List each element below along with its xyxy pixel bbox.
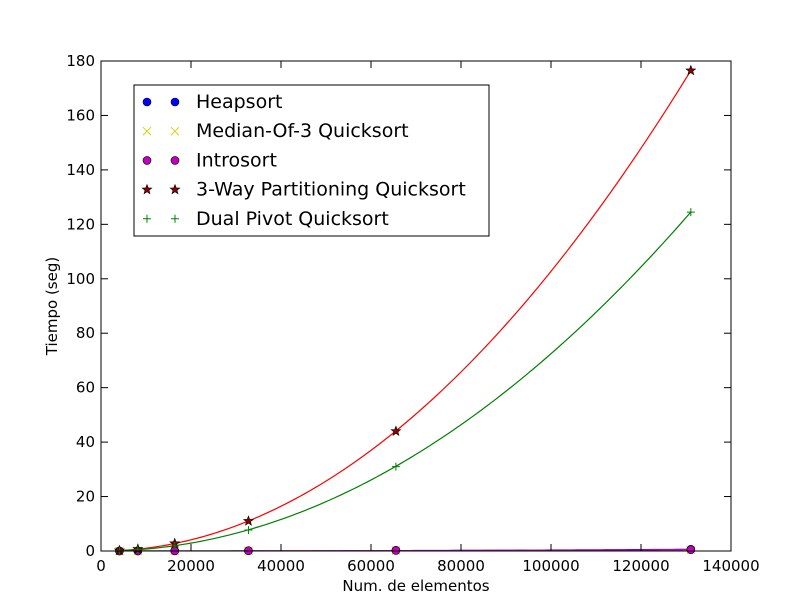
legend-marker	[170, 156, 180, 165]
data-point	[133, 545, 142, 554]
series-curve	[119, 70, 692, 551]
legend-marker	[142, 97, 152, 107]
legend-entry-label: Introsort	[196, 149, 277, 171]
data-point	[242, 515, 255, 526]
data-point	[686, 208, 695, 217]
y-tick-label: 80	[76, 324, 95, 342]
x-tick-label: 140000	[702, 557, 759, 575]
data-point	[170, 541, 179, 550]
y-tick-label: 40	[76, 433, 95, 451]
x-axis: 0 20000 40000 60000 80000 100000 120000 140000	[96, 61, 760, 575]
data-point	[390, 425, 402, 436]
legend-box	[133, 84, 490, 237]
y-tick-label: 140	[66, 161, 95, 179]
legend-marker	[142, 156, 152, 165]
legend-entry-label: Dual Pivot Quicksort	[196, 208, 389, 230]
legend-marker	[142, 126, 152, 136]
legend-marker	[143, 214, 151, 223]
y-axis-label: Tiempo (seg)	[43, 257, 61, 356]
x-tick-label: 40000	[257, 557, 305, 575]
x-tick-label: 80000	[437, 557, 485, 575]
y-tick-label: 180	[66, 52, 95, 70]
legend-marker	[171, 214, 179, 223]
data-point	[686, 545, 696, 554]
y-tick-label: 100	[66, 270, 95, 288]
plot-frame	[100, 60, 732, 552]
x-tick-label: 20000	[167, 557, 215, 575]
legend-marker	[170, 97, 180, 107]
y-tick-label: 120	[66, 215, 95, 233]
series-curve	[119, 211, 692, 551]
x-tick-label: 60000	[347, 557, 395, 575]
x-tick-label: 100000	[522, 557, 579, 575]
data-point	[244, 526, 253, 535]
legend-marker	[169, 183, 181, 195]
data-point	[391, 462, 400, 471]
legend-entry-label: Heapsort	[196, 91, 282, 113]
y-tick-label: 20	[76, 488, 95, 506]
x-tick-label: 120000	[612, 557, 669, 575]
data-point	[685, 64, 697, 76]
legend-marker	[170, 126, 180, 136]
legend-entry-label: 3-Way Partitioning Quicksort	[196, 179, 466, 201]
y-axis: 0 20 40 60 80 100 120 140 160 180	[66, 52, 731, 560]
legend: Heapsort Median-Of-3 Quicksort Introsort 3-…	[133, 84, 490, 237]
y-tick-label: 60	[76, 379, 95, 397]
data-point	[391, 546, 401, 555]
legend-entry-label: Median-Of-3 Quicksort	[196, 120, 409, 142]
y-tick-label: 160	[66, 106, 95, 124]
legend-marker	[141, 183, 153, 195]
x-tick-label: 0	[96, 557, 106, 575]
y-tick-label: 0	[85, 542, 95, 560]
x-axis-label: Num. de elementos	[342, 577, 489, 595]
